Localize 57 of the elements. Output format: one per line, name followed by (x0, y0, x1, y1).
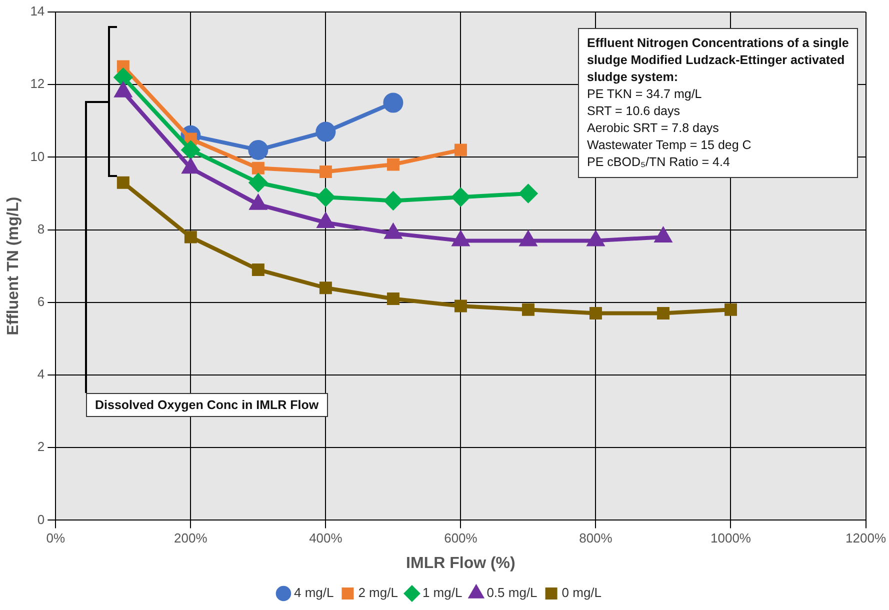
point (319, 165, 332, 178)
point (316, 122, 336, 142)
x-tick-label: 0% (46, 530, 66, 546)
y-tick-label: 4 (37, 366, 45, 382)
y-tick-label: 0 (37, 512, 45, 527)
point (182, 159, 199, 174)
x-axis-title: IMLR Flow (%) (406, 554, 516, 572)
annotation: Wastewater Temp = 15 deg C (587, 137, 752, 154)
point (116, 60, 130, 73)
point (386, 158, 400, 171)
point (522, 303, 534, 316)
point (114, 68, 132, 86)
point (655, 228, 672, 243)
point (519, 184, 538, 202)
annotation: Dissolved Oxygen Conc in IMLR Flow (86, 393, 328, 417)
legend-label: 4 mg/L (294, 585, 334, 600)
point (319, 282, 332, 294)
point (318, 214, 334, 228)
y-tick-label: 10 (30, 148, 45, 164)
point (589, 307, 602, 320)
point (252, 162, 264, 174)
point (252, 263, 264, 276)
point (386, 292, 400, 306)
point (724, 303, 737, 316)
point (248, 140, 268, 160)
y-axis-title: Effluent TN (mg/L) (5, 196, 22, 336)
x-tick-label: 1200% (846, 530, 886, 546)
x-tick-label: 800% (579, 530, 613, 546)
x-tick-label: 600% (444, 530, 478, 546)
point (116, 176, 130, 189)
point (316, 188, 335, 206)
point (184, 230, 197, 244)
legend-label: 0 mg/L (562, 585, 602, 600)
annotation: Effluent Nitrogen Concentrations of a single sludge Modified Ludzack-Ettinger activated sludge system: (587, 35, 849, 86)
y-tick-label: 2 (37, 439, 45, 454)
point (384, 192, 402, 210)
annotation: PE cBOD₅/TN Ratio = 4.4 (587, 154, 731, 171)
point (454, 144, 467, 156)
point (656, 307, 670, 320)
annotation: Aerobic SRT = 7.8 days (587, 120, 720, 137)
point (383, 92, 404, 113)
y-tick-label: 8 (37, 221, 45, 236)
point (454, 300, 467, 312)
y-tick-label: 6 (37, 294, 45, 309)
y-tick-label: 14 (30, 4, 45, 19)
x-tick-label: 1000% (710, 530, 752, 546)
point (182, 140, 200, 159)
legend-label: 2 mg/L (358, 585, 398, 600)
point (249, 174, 268, 192)
annotation: SRT = 10.6 days (587, 103, 681, 120)
legend-label: 0.5 mg/L (486, 585, 538, 600)
point (452, 188, 470, 206)
legend-label: 1 mg/L (422, 585, 462, 600)
x-tick-label: 400% (309, 530, 343, 546)
y-tick-label: 12 (30, 76, 45, 92)
annotation: PE TKN = 34.7 mg/L (587, 86, 703, 103)
x-tick-label: 200% (174, 530, 208, 546)
